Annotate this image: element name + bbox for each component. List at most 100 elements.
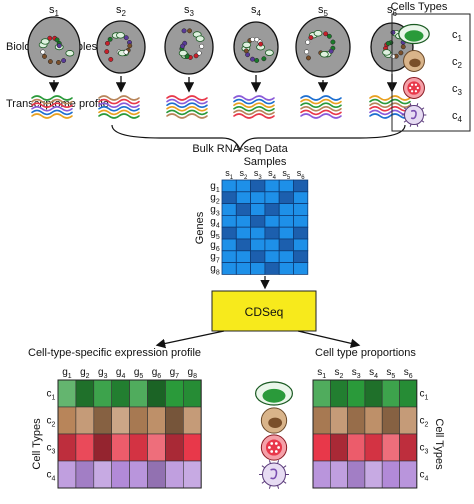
sample-row: s1 s2 s3 s4 s5 s6 xyxy=(27,4,414,119)
middle-brown-cell-icon xyxy=(260,407,288,434)
cell-types-right-label: Cell Types xyxy=(433,418,445,470)
bulk-rnaseq-label: Bulk RNA-seq Data xyxy=(192,143,288,155)
prop-col-label-s3: s3 xyxy=(352,367,361,380)
prop-cell-c4-s2 xyxy=(329,460,348,489)
bulk-col-label-s3: s3 xyxy=(254,168,263,181)
bulk-cell-g2-s2 xyxy=(235,191,252,205)
sample-label-s1: s1 xyxy=(49,4,60,18)
bulk-col-label-s5: s5 xyxy=(282,168,291,181)
expr-col-label-g7: g7 xyxy=(170,367,180,380)
transcript-profile-s5 xyxy=(300,95,342,119)
gene-label-g2: g2 xyxy=(210,193,220,206)
expr-cell-c3-g8 xyxy=(183,433,202,462)
gene-label-g8: g8 xyxy=(210,264,220,277)
bulk-cell-g7-s3 xyxy=(250,250,266,264)
sample-label-s5: s5 xyxy=(318,4,329,18)
prop-col-label-s2: s2 xyxy=(334,367,343,380)
sample-blob-s2 xyxy=(96,20,146,74)
prop-row-label-c4: c4 xyxy=(420,470,429,483)
cdseq-box[interactable] xyxy=(211,290,317,332)
prop-cell-c4-s5 xyxy=(381,460,400,489)
sample-label-s2: s2 xyxy=(116,4,127,18)
expr-cell-c2-g6 xyxy=(147,406,166,435)
bulk-cell-g5-s2 xyxy=(235,226,252,240)
expr-cell-c2-g5 xyxy=(129,406,148,435)
bulk-col-label-s6: s6 xyxy=(297,168,306,181)
bulk-cell-g2-s5 xyxy=(278,191,294,205)
bulk-cell-g6-s1 xyxy=(221,238,237,252)
bulk-cell-g8-s6 xyxy=(293,262,309,275)
bulk-cell-g7-s6 xyxy=(293,250,309,264)
prop-cell-c3-s2 xyxy=(329,433,348,462)
prop-cell-c2-s6 xyxy=(399,406,418,435)
sample-label-s4: s4 xyxy=(251,4,262,18)
bulk-cell-g3-s4 xyxy=(264,203,280,216)
bulk-cell-g8-s2 xyxy=(235,262,252,275)
bulk-cell-g5-s5 xyxy=(278,226,294,240)
prop-cell-c1-s4 xyxy=(364,379,383,408)
bulk-col-label-s2: s2 xyxy=(240,168,249,181)
middle-cell-icons xyxy=(255,381,294,489)
middle-red-cell-icon xyxy=(260,434,288,461)
purple-cell-icon xyxy=(401,103,427,127)
expr-cell-c4-g7 xyxy=(165,460,184,489)
bulk-cell-g2-s1 xyxy=(221,191,237,205)
bulk-cell-g6-s6 xyxy=(293,238,309,252)
expr-cell-c3-g5 xyxy=(129,433,148,462)
prop-cell-c1-s1 xyxy=(312,379,331,408)
legend-box xyxy=(391,13,471,132)
cell-types-legend: Cells Types c1 c2 c3 c4 xyxy=(391,1,471,132)
expr-col-label-g2: g2 xyxy=(80,367,90,380)
bulk-cell-g5-s1 xyxy=(221,226,237,240)
cell-type-proportions-title: Cell type proportions xyxy=(315,347,416,359)
sample-blob-s1 xyxy=(27,16,81,78)
prop-cell-c1-s6 xyxy=(399,379,418,408)
expr-cell-c4-g5 xyxy=(129,460,148,489)
expr-row-label-c1: c1 xyxy=(47,389,56,402)
brace xyxy=(111,124,406,152)
legend-label-c2: c2 xyxy=(452,56,463,70)
bulk-cell-g1-s6 xyxy=(293,179,309,193)
prop-cell-c4-s6 xyxy=(399,460,418,489)
prop-col-label-s1: s1 xyxy=(317,367,326,380)
bulk-cell-g5-s4 xyxy=(264,226,280,240)
bulk-cell-g1-s5 xyxy=(278,179,294,193)
prop-cell-c3-s6 xyxy=(399,433,418,462)
transcript-profile-s6 xyxy=(369,95,411,119)
prop-cell-c4-s3 xyxy=(347,460,366,489)
expr-cell-c3-g7 xyxy=(165,433,184,462)
bulk-col-label-s1: s1 xyxy=(225,168,234,181)
bulk-cell-g5-s6 xyxy=(293,226,309,240)
gene-label-g1: g1 xyxy=(210,181,220,194)
arrow-to-expression xyxy=(155,330,225,349)
prop-cell-c4-s4 xyxy=(364,460,383,489)
green-cell-icon xyxy=(398,23,430,45)
prop-cell-c3-s3 xyxy=(347,433,366,462)
expr-cell-c3-g3 xyxy=(93,433,113,462)
expr-cell-c1-g2 xyxy=(75,379,95,408)
prop-row-label-c2: c2 xyxy=(420,416,429,429)
prop-cell-c3-s5 xyxy=(381,433,400,462)
bulk-cell-g3-s2 xyxy=(235,203,252,216)
bulk-cell-g1-s1 xyxy=(221,179,237,193)
prop-cell-c2-s1 xyxy=(312,406,331,435)
expr-row-label-c3: c3 xyxy=(47,443,56,456)
expr-cell-c1-g4 xyxy=(111,379,130,408)
bulk-cell-g7-s1 xyxy=(221,250,237,264)
prop-col-label-s4: s4 xyxy=(369,367,378,380)
gene-label-g5: g5 xyxy=(210,228,220,241)
expr-cell-c1-g7 xyxy=(165,379,184,408)
expr-col-label-g5: g5 xyxy=(134,367,144,380)
expr-cell-c3-g6 xyxy=(147,433,166,462)
bulk-cell-g8-s4 xyxy=(264,262,280,275)
prop-col-label-s6: s6 xyxy=(404,367,413,380)
bulk-cell-g4-s1 xyxy=(221,214,237,228)
bulk-cell-g6-s4 xyxy=(264,238,280,252)
cells-types-title: Cells Types xyxy=(391,1,448,13)
expr-cell-c2-g2 xyxy=(75,406,95,435)
transcript-profile-s3 xyxy=(166,95,208,119)
expr-cell-c2-g1 xyxy=(57,406,77,435)
legend-label-c3: c3 xyxy=(452,83,463,97)
bulk-cell-g1-s2 xyxy=(235,179,252,193)
legend-label-c1: c1 xyxy=(452,29,463,43)
